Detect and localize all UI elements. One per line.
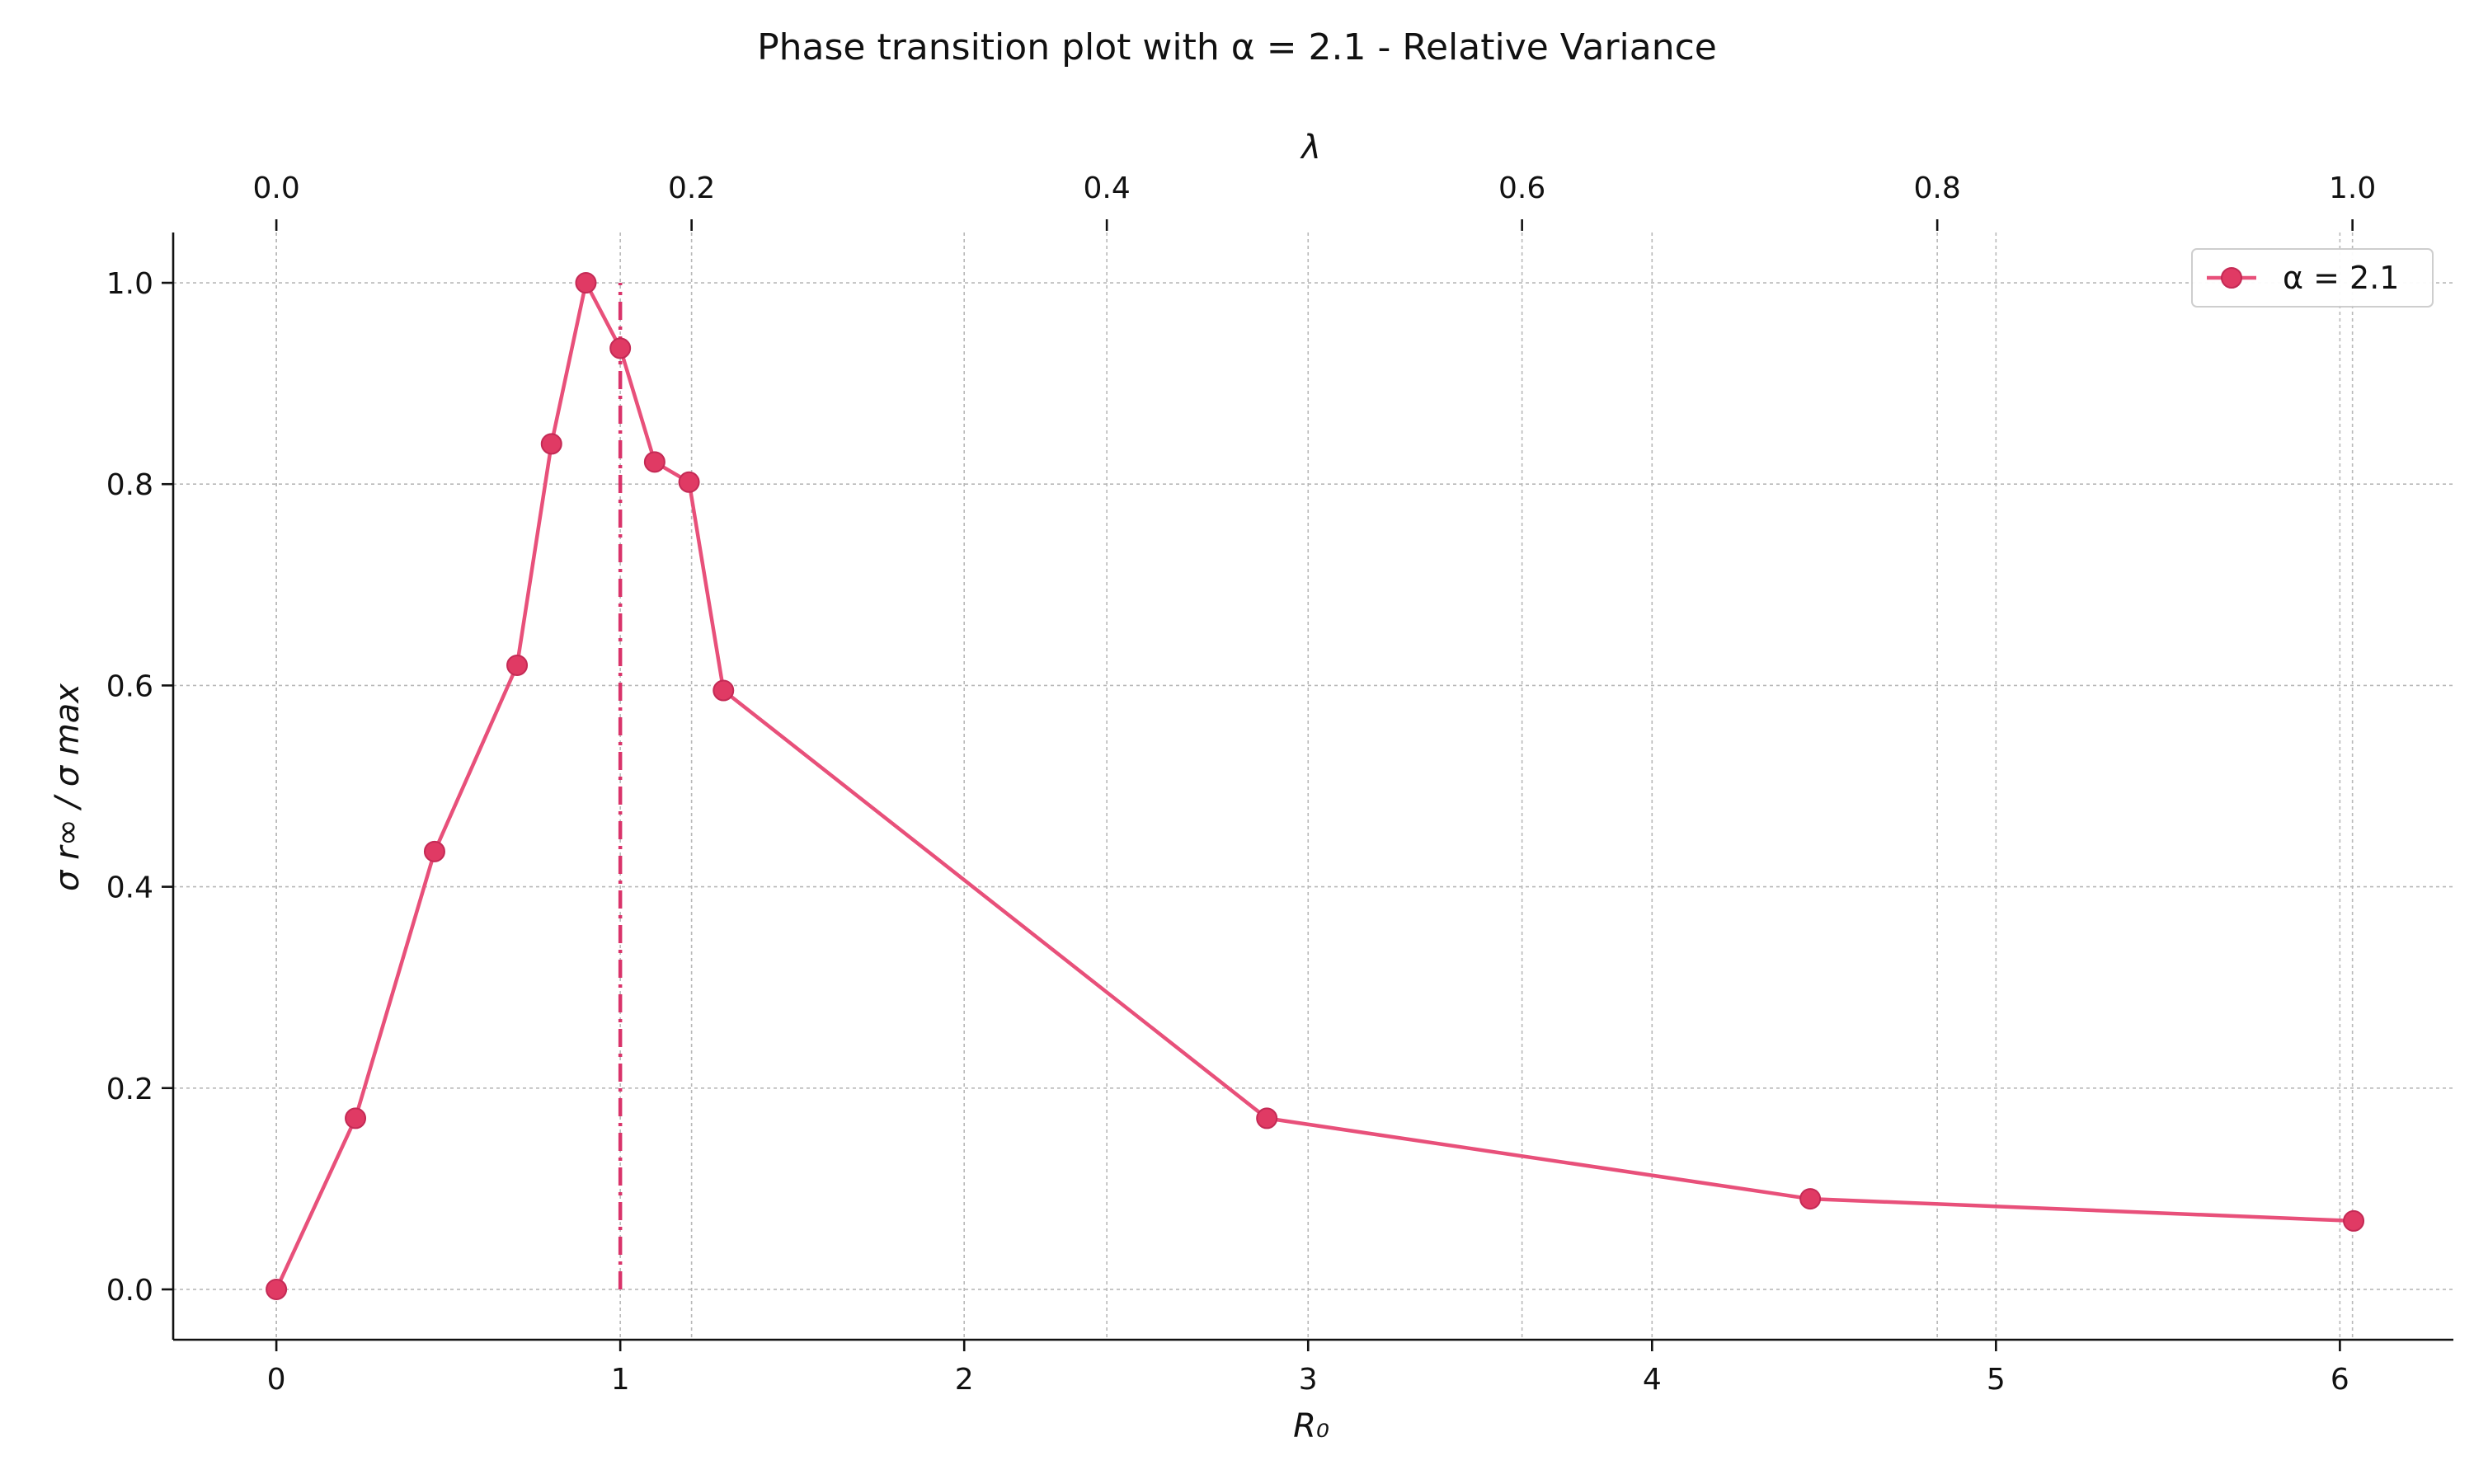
y-axis-label: σ r∞ / σ max <box>49 683 87 891</box>
legend-label: α = 2.1 <box>2283 260 2399 296</box>
legend-box <box>2191 248 2434 308</box>
x-tick-label: 4 <box>1643 1363 1662 1397</box>
data-point <box>643 451 666 473</box>
y-tick-label: 1.0 <box>106 267 153 301</box>
x-tick-label: 0 <box>267 1363 286 1397</box>
data-point <box>345 1107 367 1129</box>
x-tick-label: 1 <box>611 1363 630 1397</box>
data-point <box>266 1278 288 1300</box>
series-layer <box>266 272 2365 1300</box>
data-point <box>713 679 735 702</box>
x2-tick-label: 1.0 <box>2329 171 2376 205</box>
y-tick-label: 0.0 <box>106 1274 153 1308</box>
y-tick-label: 0.8 <box>106 468 153 502</box>
data-point <box>540 433 562 455</box>
grid-lines <box>173 232 2453 1340</box>
x-axis-label: R₀ <box>1293 1407 1329 1445</box>
x2-tick-label: 0.4 <box>1083 171 1130 205</box>
axes: 0 1 2 3 4 5 6 0.0 0.2 0.4 0.6 0.8 1.0 0.0 0.2 0.4 0.6 0.8… <box>106 171 2453 1397</box>
data-point <box>1799 1188 1822 1210</box>
series-line <box>275 280 2354 1290</box>
data-point <box>678 471 700 493</box>
x-tick-label: 2 <box>955 1363 974 1397</box>
x2-tick-label: 0.0 <box>252 171 299 205</box>
y-tick-label: 0.2 <box>106 1073 153 1106</box>
data-point <box>575 272 597 294</box>
x-tick-label: 5 <box>1987 1363 2006 1397</box>
legend: α = 2.1 <box>2191 248 2434 308</box>
x-tick-label: 3 <box>1299 1363 1318 1397</box>
top-x-axis-label: λ <box>1300 129 1321 167</box>
chart-title: Phase transition plot with α = 2.1 - Rel… <box>757 26 1717 68</box>
data-point <box>2343 1209 2365 1232</box>
x-tick-label: 6 <box>2331 1363 2349 1397</box>
x2-tick-label: 0.8 <box>1914 171 1961 205</box>
data-point <box>506 654 529 676</box>
x2-tick-label: 0.2 <box>668 171 715 205</box>
data-point <box>423 840 445 862</box>
data-point <box>609 337 632 359</box>
data-point <box>1256 1107 1278 1129</box>
x2-tick-label: 0.6 <box>1498 171 1545 205</box>
y-tick-label: 0.6 <box>106 669 153 703</box>
y-tick-label: 0.4 <box>106 871 153 905</box>
legend-marker <box>2221 267 2242 289</box>
